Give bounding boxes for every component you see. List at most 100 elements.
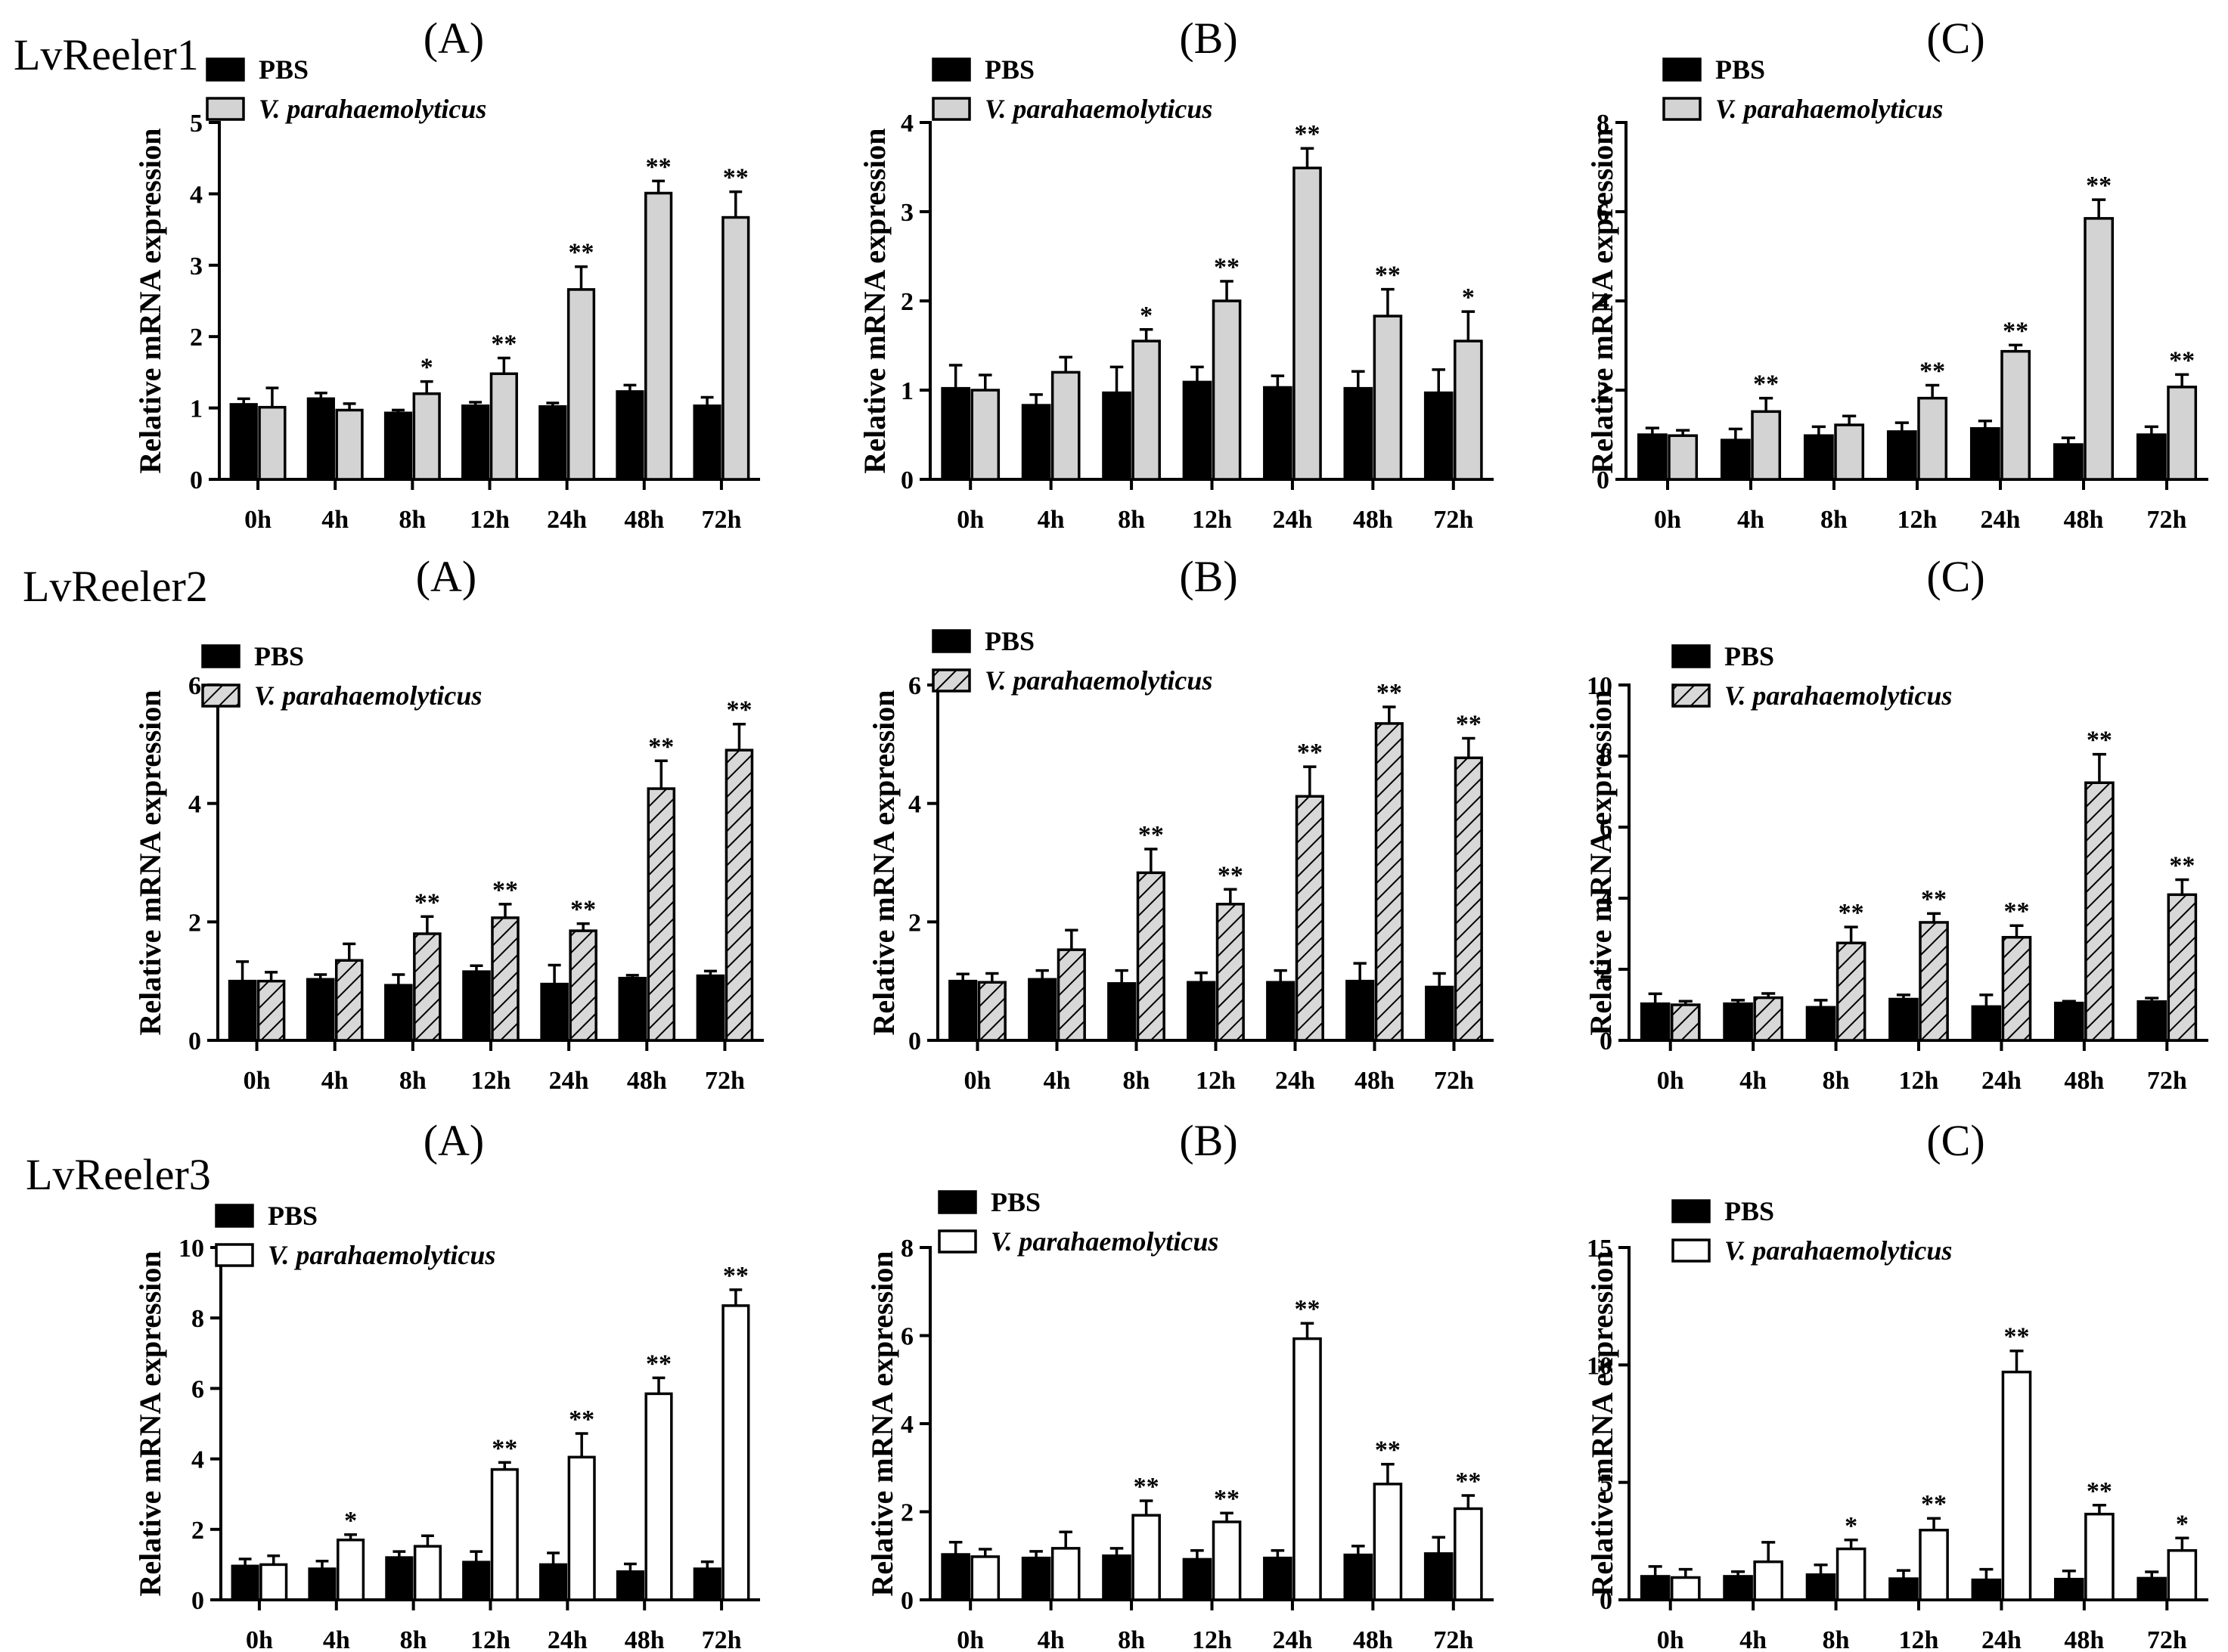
y-tick-label: 0 xyxy=(901,1587,914,1615)
y-tick-label: 4 xyxy=(901,110,914,138)
x-tick-label: 72h xyxy=(2147,1626,2187,1652)
bar-vp-48h xyxy=(1374,722,1404,1042)
x-tick-label: 0h xyxy=(244,506,272,534)
y-axis-label: Relative mRNA expression xyxy=(865,1251,899,1597)
x-tick-label: 24h xyxy=(1981,506,2021,534)
x-tick-label: 24h xyxy=(1981,1626,2022,1652)
bar-pbs-12h xyxy=(462,970,491,1042)
y-tick-label: 6 xyxy=(191,1375,204,1403)
legend-label-vp: V. parahaemolyticus xyxy=(1724,1235,1952,1266)
bar-vp-0h xyxy=(1668,434,1699,481)
bar-pbs-8h xyxy=(1107,982,1137,1042)
y-tick-label: 2 xyxy=(1597,377,1609,405)
bar-pbs-0h xyxy=(229,403,258,481)
x-tick-label: 0h xyxy=(244,1067,271,1095)
bar-pbs-0h xyxy=(941,1553,970,1601)
bar-vp-48h xyxy=(644,1392,673,1601)
panel-label: (C) xyxy=(1926,14,1984,63)
legend-swatch-pbs xyxy=(206,57,245,82)
y-tick-label: 4 xyxy=(188,791,201,819)
x-tick-label: 72h xyxy=(1433,1626,1473,1652)
bar-vp-72h xyxy=(721,1304,750,1601)
y-tick-label: 6 xyxy=(901,1323,914,1351)
legend: PBS V. parahaemolyticus xyxy=(201,641,482,711)
bar-pbs-12h xyxy=(462,1561,491,1601)
y-tick-label: 10 xyxy=(1587,1352,1612,1380)
x-tick-label: 0h xyxy=(964,1067,991,1095)
x-tick-label: 48h xyxy=(2064,1626,2104,1652)
bar-vp-24h xyxy=(1292,166,1322,481)
bar-vp-8h xyxy=(1834,423,1865,481)
legend-swatch-vp xyxy=(932,97,971,121)
bar-vp-12h xyxy=(1919,1528,1949,1601)
row-label-3: LvReeler3 xyxy=(26,1150,211,1199)
y-tick-label: 2 xyxy=(901,288,914,316)
bar-pbs-0h xyxy=(941,386,970,481)
y-tick-label: 8 xyxy=(1600,743,1612,771)
significance-label: ** xyxy=(726,696,752,724)
bar-vp-12h xyxy=(1212,1520,1242,1601)
bar-pbs-12h xyxy=(1182,380,1212,481)
y-tick-label: 4 xyxy=(191,1446,204,1474)
bar-vp-12h xyxy=(1917,396,1948,481)
bar-vp-12h xyxy=(489,372,518,481)
legend-swatch-pbs xyxy=(215,1204,254,1228)
x-tick-label: 0h xyxy=(957,506,984,534)
bar-pbs-48h xyxy=(616,390,644,481)
significance-label: ** xyxy=(1214,253,1240,281)
panel-label: (A) xyxy=(424,14,485,63)
bar-pbs-12h xyxy=(1187,981,1216,1042)
row-label-2: LvReeler2 xyxy=(23,562,208,611)
x-tick-label: 8h xyxy=(1823,1626,1850,1652)
y-tick-label: 0 xyxy=(188,1027,201,1055)
legend-swatch-vp xyxy=(215,1243,254,1267)
x-tick-label: 0h xyxy=(1657,1067,1684,1095)
x-tick-label: 24h xyxy=(1272,1626,1312,1652)
bar-pbs-24h xyxy=(1263,1556,1292,1601)
bar-vp-24h xyxy=(567,1455,596,1601)
x-tick-label: 8h xyxy=(1118,506,1145,534)
bar-vp-4h xyxy=(1753,1560,1784,1601)
legend: PBS V. parahaemolyticus xyxy=(938,1187,1218,1257)
y-tick-label: 2 xyxy=(191,1517,204,1545)
legend-swatch-vp xyxy=(1662,97,1702,121)
legend: PBS V. parahaemolyticus xyxy=(206,54,486,124)
x-tick-label: 8h xyxy=(1823,1067,1850,1095)
x-tick-label: 72h xyxy=(701,506,741,534)
bar-pbs-48h xyxy=(2053,1577,2084,1601)
x-tick-label: 8h xyxy=(1118,1626,1145,1652)
y-axis-label: Relative mRNA expression xyxy=(133,129,167,474)
bar-vp-8h xyxy=(1131,339,1161,481)
bar-vp-4h xyxy=(1751,410,1782,481)
significance-label: * xyxy=(420,354,433,382)
legend-label-vp: V. parahaemolyticus xyxy=(1715,94,1943,124)
panel-label: (C) xyxy=(1926,1116,1984,1165)
bar-vp-8h xyxy=(1136,871,1165,1042)
bar-pbs-72h xyxy=(2136,433,2167,481)
bar-pbs-8h xyxy=(384,984,413,1042)
y-tick-label: 6 xyxy=(1597,199,1609,227)
legend-swatch-pbs xyxy=(201,644,240,668)
y-tick-label: 0 xyxy=(1600,1027,1612,1055)
legend-label-vp: V. parahaemolyticus xyxy=(991,1226,1218,1257)
legend-label-pbs: PBS xyxy=(985,626,1035,656)
bar-pbs-24h xyxy=(1969,426,2000,481)
significance-label: ** xyxy=(568,239,594,267)
legend-label-pbs: PBS xyxy=(268,1201,318,1231)
y-tick-label: 10 xyxy=(178,1235,204,1263)
y-tick-label: 4 xyxy=(908,791,921,819)
y-tick-label: 1 xyxy=(190,395,203,423)
bar-vp-8h xyxy=(412,392,441,481)
bar-vp-24h xyxy=(1292,1337,1322,1601)
bar-pbs-72h xyxy=(693,1567,721,1601)
x-tick-label: 4h xyxy=(1739,1626,1767,1652)
significance-label: ** xyxy=(1297,739,1323,767)
y-tick-label: 8 xyxy=(191,1305,204,1333)
bar-pbs-24h xyxy=(538,1563,568,1601)
significance-label: ** xyxy=(723,1262,749,1290)
y-tick-label: 1 xyxy=(901,377,914,405)
significance-label: ** xyxy=(2003,1323,2029,1351)
y-axis-label: Relative mRNA expression xyxy=(1585,129,1619,474)
